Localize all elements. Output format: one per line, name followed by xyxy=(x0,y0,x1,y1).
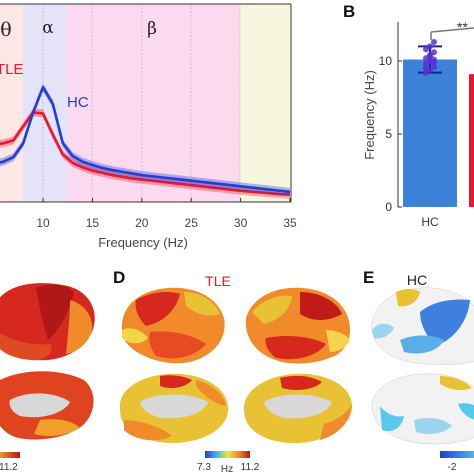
scatter-point-hc xyxy=(427,43,433,50)
panel-a-xlabel: Frequency (Hz) xyxy=(98,235,188,250)
y-tick-label: 5 xyxy=(385,127,392,141)
panel-b-letter: B xyxy=(343,2,355,21)
scatter-point-hc xyxy=(431,59,437,66)
panel-b-ylabel: Frequency (Hz) xyxy=(362,70,377,160)
band-alpha xyxy=(23,4,67,202)
series-line-hc xyxy=(0,85,291,194)
series-label-tle: TLE xyxy=(0,61,24,78)
panel-c: 11.2 xyxy=(0,283,95,473)
brain-d-lateral-left xyxy=(121,287,225,364)
brain-e-medial xyxy=(371,373,474,445)
series-line-tle xyxy=(0,111,291,197)
colorbar-c xyxy=(0,452,20,458)
brain-c-lateral xyxy=(0,283,95,361)
brain-d-medial-right xyxy=(244,373,352,444)
x-tick-label: 15 xyxy=(86,216,100,230)
panel-a: 10 15 20 25 30 35 Frequency (Hz) θ α β TLE HC xyxy=(0,3,297,250)
significance-stars: ** xyxy=(457,19,468,35)
bar-hc xyxy=(403,59,457,207)
colorbar-d xyxy=(205,451,250,458)
colorbar-e-min: -2 xyxy=(448,462,457,473)
band-label-beta: β xyxy=(147,19,157,39)
brain-c-medial xyxy=(0,371,94,440)
brain-e-lateral xyxy=(371,287,474,366)
band-label-theta: θ xyxy=(0,19,11,41)
colorbar-c-max: 11.2 xyxy=(0,462,18,473)
series-band-hc xyxy=(0,83,290,196)
panel-e-letter: E xyxy=(363,268,374,287)
colorbar-d-unit: Hz xyxy=(221,464,233,474)
significance-bracket xyxy=(430,27,474,33)
band-beta xyxy=(67,4,240,202)
scatter-point-hc xyxy=(431,39,437,46)
x-tick-label: 10 xyxy=(36,216,50,230)
colorbar-e xyxy=(440,451,474,458)
x-tick-label: 30 xyxy=(234,216,248,230)
panel-a-series xyxy=(0,83,291,199)
panel-b-y-ticks: 0 5 10 xyxy=(379,54,402,214)
brain-d-lateral-right xyxy=(245,287,350,364)
panel-e-title: HC xyxy=(407,272,427,288)
panel-d: D TLE 7.3 xyxy=(113,268,352,474)
bar-tle xyxy=(469,74,474,207)
colorbar-d-min: 7.3 xyxy=(197,462,211,473)
panel-a-x-ticks: 10 15 20 25 30 35 xyxy=(36,198,297,230)
band-high xyxy=(240,4,290,202)
scatter-point-hc xyxy=(431,63,437,70)
panel-b-bars xyxy=(403,39,474,207)
series-label-hc: HC xyxy=(67,94,89,111)
scatter-point-hc xyxy=(431,49,437,56)
scatter-point-hc xyxy=(423,65,429,72)
panel-b: B Frequency (Hz) 0 5 10 ** HC xyxy=(343,2,474,229)
x-tick-label: 20 xyxy=(135,216,149,230)
panel-d-letter: D xyxy=(113,268,125,287)
panel-d-title: TLE xyxy=(205,273,231,289)
y-tick-label: 0 xyxy=(385,200,392,214)
x-tick-label: 25 xyxy=(185,216,199,230)
brain-d-medial-left xyxy=(119,373,229,444)
y-tick-label: 10 xyxy=(379,54,393,68)
panel-b-x-label-hc: HC xyxy=(421,215,439,229)
x-tick-label: 35 xyxy=(283,216,297,230)
colorbar-d-max: 11.2 xyxy=(241,462,260,473)
scatter-point-hc xyxy=(427,53,433,60)
panel-a-vgrid xyxy=(42,4,241,202)
band-label-alpha: α xyxy=(42,18,54,38)
panel-e: E HC -2 xyxy=(363,268,474,473)
